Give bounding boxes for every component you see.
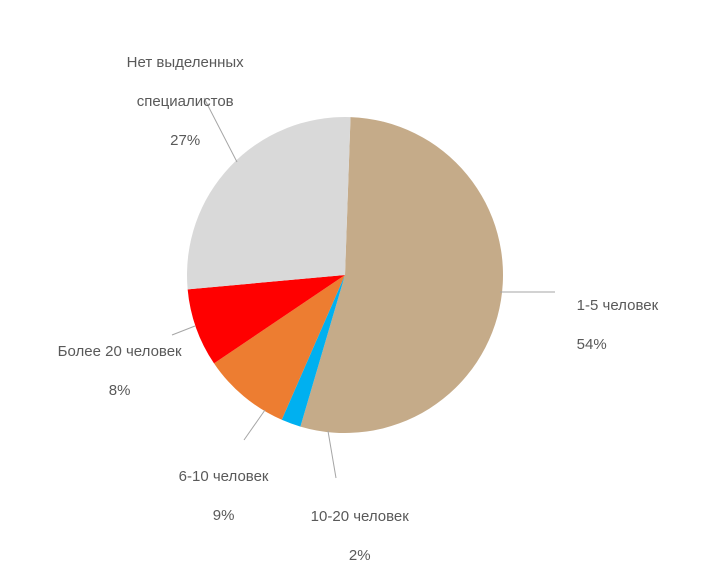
slice-label-line: 1-5 человек	[577, 297, 658, 314]
slice-label-line: 9%	[213, 507, 235, 524]
slice-label-6-10: 6-10 человек 9%	[162, 447, 269, 545]
leader-line	[244, 410, 265, 440]
slice-label-1-5: 1-5 человек 54%	[560, 276, 658, 374]
pie-chart: 1-5 человек 54% 10-20 человек 2% 6-10 че…	[0, 0, 704, 546]
slice-label-none: Нет выделенных специалистов 27%	[110, 33, 244, 170]
slice-label-line: 6-10 человек	[179, 468, 269, 485]
leader-line	[328, 431, 336, 478]
slice-label-more-20: Более 20 человек 8%	[41, 322, 182, 420]
slice-label-line: 8%	[109, 382, 131, 399]
slice-label-line: 2%	[349, 547, 371, 564]
pie-svg	[0, 0, 704, 546]
slice-label-line: Нет выделенных	[127, 54, 244, 71]
slice-label-line: Более 20 человек	[58, 343, 182, 360]
slice-label-line: 54%	[577, 336, 607, 353]
slice-label-line: специалистов	[137, 93, 234, 110]
slice-label-line: 27%	[170, 132, 200, 149]
slice-label-line: 10-20 человек	[311, 508, 409, 525]
slice-label-10-20: 10-20 человек 2%	[294, 487, 409, 585]
